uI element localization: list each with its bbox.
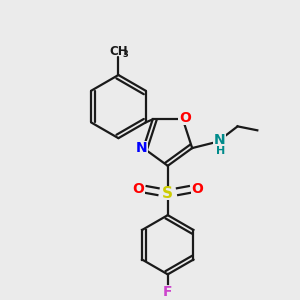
Text: CH: CH bbox=[109, 45, 128, 58]
Text: O: O bbox=[132, 182, 144, 197]
Bar bbox=[161, 286, 174, 298]
Text: O: O bbox=[191, 182, 203, 197]
Bar bbox=[178, 112, 192, 125]
Text: S: S bbox=[162, 186, 173, 201]
Text: O: O bbox=[179, 111, 191, 125]
Text: N: N bbox=[214, 133, 226, 147]
Bar bbox=[191, 183, 204, 196]
Text: F: F bbox=[163, 285, 172, 299]
Bar bbox=[132, 183, 145, 196]
Bar bbox=[134, 141, 148, 155]
Text: N: N bbox=[136, 141, 147, 155]
Bar bbox=[161, 187, 175, 200]
Bar bbox=[213, 134, 226, 147]
Text: 3: 3 bbox=[122, 50, 128, 59]
Text: H: H bbox=[216, 146, 225, 156]
